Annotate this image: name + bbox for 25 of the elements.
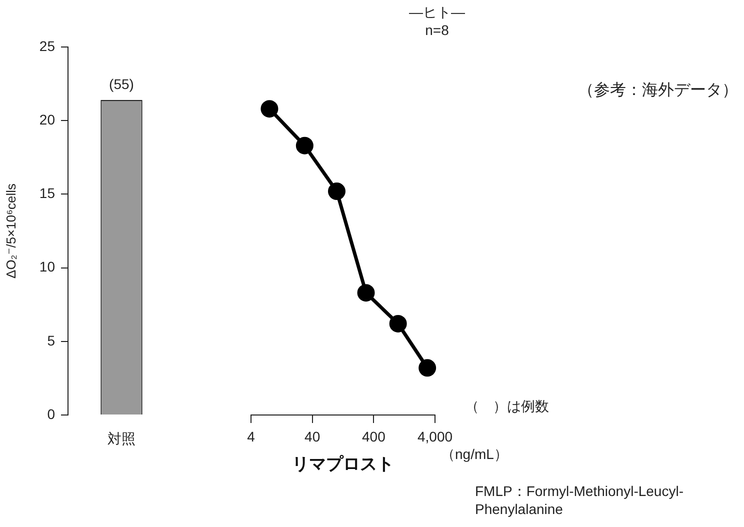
y-tick-label: 5 <box>47 332 56 348</box>
y-tick-label: 25 <box>39 38 56 54</box>
text: FMLP：Formyl-Methionyl-Leucyl-Phenylalanine <box>475 482 684 518</box>
chart-title: ―ヒト― <box>409 4 465 22</box>
x-tick-label: 4 <box>247 428 256 444</box>
x-axis-title: リマプロスト <box>292 454 394 474</box>
point <box>296 136 314 154</box>
point <box>418 359 436 377</box>
y-tick-label: 10 <box>39 258 56 275</box>
x-tick-label: 4,000 <box>417 428 453 444</box>
text: （ ）は例数 <box>465 398 549 416</box>
x-tick-label: 40 <box>304 428 320 444</box>
x-tick-label: 400 <box>362 428 386 444</box>
y-tick-label: 0 <box>47 406 56 422</box>
x-tick-label: 対照 <box>108 430 136 446</box>
y-tick-label: 15 <box>39 185 56 202</box>
y-tick-label: 20 <box>39 111 56 128</box>
point <box>328 182 346 200</box>
point <box>357 284 375 302</box>
y-axis-title: ΔO₂⁻/5×10⁶cells <box>3 183 18 278</box>
annotation: (55) <box>109 76 134 92</box>
chart-subtitle: n=8 <box>425 22 449 38</box>
text: （ng/mL） <box>441 446 508 464</box>
text: （参考：海外データ） <box>578 80 738 101</box>
point <box>389 314 407 332</box>
